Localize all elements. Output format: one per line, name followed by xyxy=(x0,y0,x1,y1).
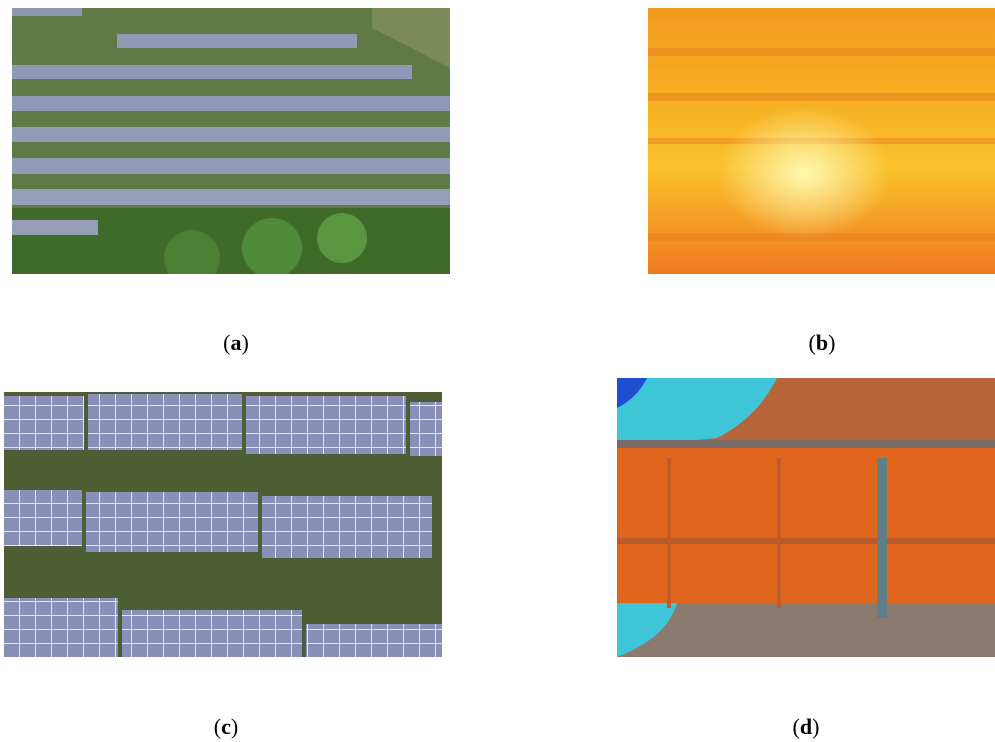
caption: (a) xyxy=(223,330,249,356)
caption-text: ) xyxy=(812,714,819,739)
photo-b xyxy=(648,8,995,274)
photo-a xyxy=(12,8,450,274)
caption-text: ) xyxy=(242,330,249,355)
caption: (d) xyxy=(793,714,820,740)
caption-text: d xyxy=(800,714,812,739)
caption: (c) xyxy=(214,714,238,740)
caption-text: b xyxy=(816,330,828,355)
caption-text: ) xyxy=(828,330,835,355)
caption-text: a xyxy=(231,330,242,355)
caption: (b) xyxy=(809,330,836,356)
photo-d xyxy=(617,378,995,657)
photo-c xyxy=(4,392,442,657)
caption-text: c xyxy=(221,714,231,739)
caption-text: ) xyxy=(231,714,238,739)
page: {"panels":[{"parts":["(","a",")"]},{"par… xyxy=(0,0,995,742)
